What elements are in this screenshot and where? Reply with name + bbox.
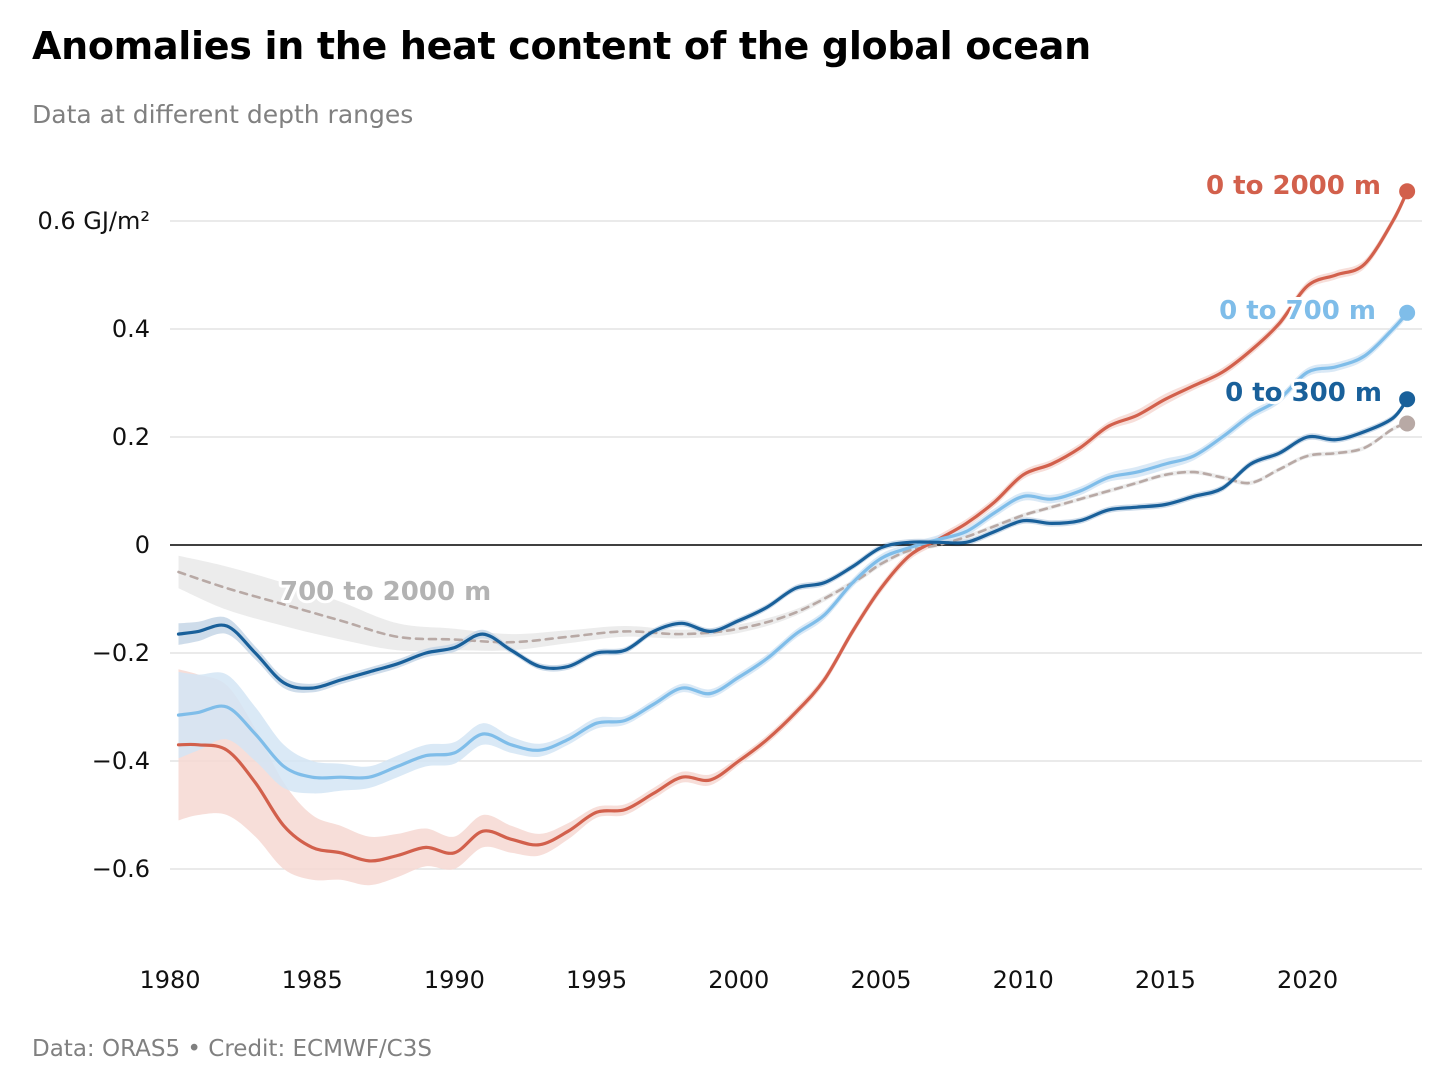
x-tick-label: 2010 [993, 966, 1054, 994]
end-marker-0-to-700-m [1399, 304, 1416, 321]
band-0-to-2000-m [178, 187, 1408, 886]
axis-labels: 0.6 GJ/m² 0.4 0.2 0 −0.2 −0.4 −0.6 1980 1985 1990… [37, 207, 1338, 994]
x-tick-label: 1990 [424, 966, 485, 994]
x-tick-label: 2000 [708, 966, 769, 994]
series-label-0-to-700-m: 0 to 700 m [1219, 296, 1376, 326]
y-tick-label: 0.4 [112, 315, 150, 343]
y-tick-label: −0.6 [92, 855, 150, 883]
x-tick-label: 2015 [1135, 966, 1196, 994]
x-tick-label: 1985 [282, 966, 343, 994]
end-marker-700-to-2000-m [1399, 415, 1416, 432]
source-credit: Data: ORAS5 • Credit: ECMWF/C3S [32, 1036, 432, 1062]
y-tick-label: −0.2 [92, 639, 150, 667]
series-label-700-to-2000-m: 700 to 2000 m [280, 577, 491, 607]
y-tick-label: 0 [135, 531, 150, 559]
line-0-to-2000-m [176, 189, 1409, 863]
x-tick-label: 1995 [566, 966, 627, 994]
line-700-to-2000-m [177, 422, 1409, 644]
y-tick-label: 0.2 [112, 423, 150, 451]
x-tick-label: 2005 [850, 966, 911, 994]
band-0-to-700-m [178, 308, 1408, 794]
y-tick-label: 0.6 GJ/m² [37, 207, 150, 235]
band-700-to-2000-m [178, 421, 1408, 652]
confidence-bands [178, 187, 1408, 886]
end-marker-0-to-2000-m [1399, 183, 1416, 200]
y-tick-label: −0.4 [92, 747, 150, 775]
x-tick-label: 2020 [1277, 966, 1338, 994]
series-label-0-to-300-m: 0 to 300 m [1225, 378, 1382, 408]
series-labels: 700 to 2000 m 0 to 2000 m 0 to 700 m 0 to 3… [277, 168, 1385, 610]
series-label-0-to-2000-m: 0 to 2000 m [1206, 171, 1381, 201]
x-tick-label: 1980 [139, 966, 200, 994]
chart-subtitle: Data at different depth ranges [32, 100, 414, 129]
line-0-to-300-m [176, 397, 1409, 690]
chart-title: Anomalies in the heat content of the glo… [32, 24, 1091, 68]
end-marker-0-to-300-m [1399, 391, 1416, 408]
series-lines [176, 183, 1416, 863]
line-0-to-700-m [176, 311, 1409, 780]
